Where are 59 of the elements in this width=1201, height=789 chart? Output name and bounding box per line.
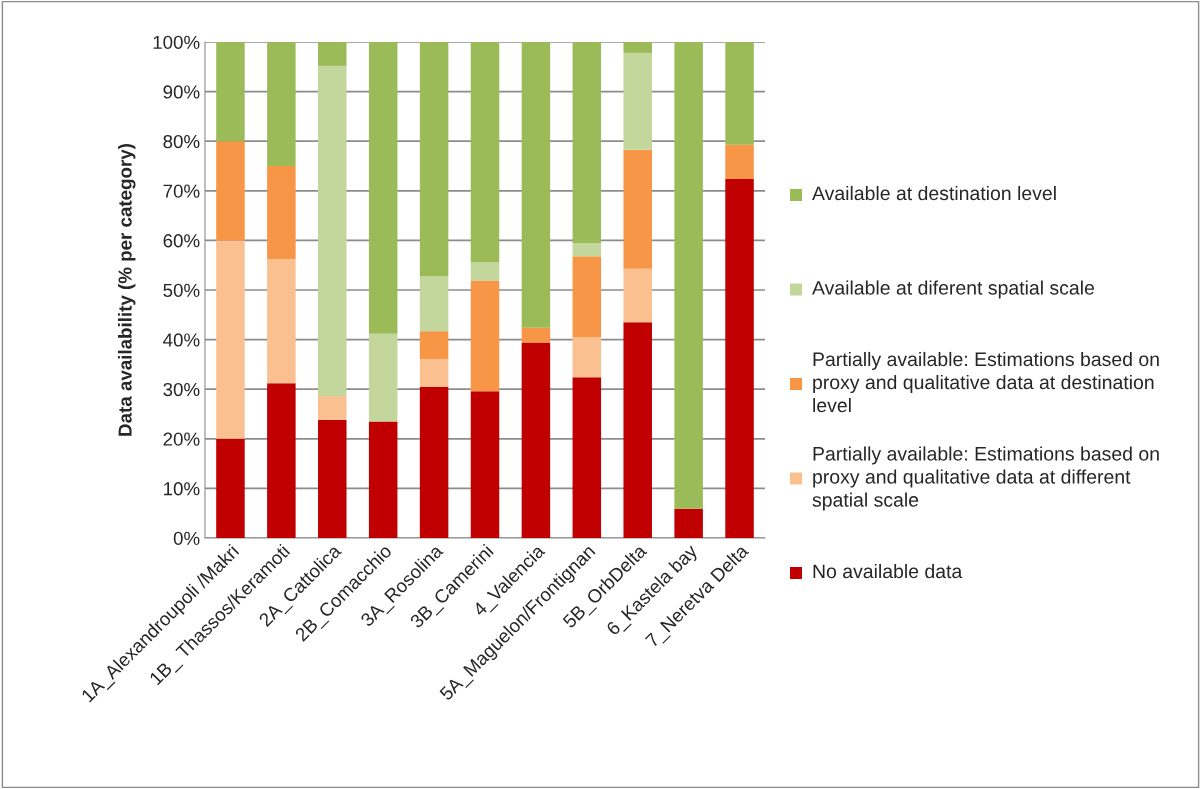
bar xyxy=(521,327,551,343)
bar xyxy=(368,421,398,538)
y-tick-label: 100% xyxy=(153,35,200,49)
bar xyxy=(216,240,245,439)
bar xyxy=(674,508,703,538)
bar xyxy=(725,178,754,538)
bar xyxy=(623,149,652,269)
legend-label: Partially available: Estimations based on proxy and qualitative data at destination level xyxy=(813,351,1159,413)
bar xyxy=(674,42,703,509)
y-tick-label: 10% xyxy=(164,482,200,496)
y-tick-label: 0% xyxy=(173,531,200,545)
bar xyxy=(470,391,500,538)
bar xyxy=(470,262,500,281)
bar xyxy=(572,242,602,257)
y-tick-label: 70% xyxy=(163,184,200,198)
y-tick-label: 50% xyxy=(163,283,200,297)
bar xyxy=(572,42,602,243)
bar xyxy=(267,259,296,384)
bar xyxy=(267,383,296,538)
bar xyxy=(318,396,347,420)
bar xyxy=(521,342,551,538)
bar xyxy=(419,42,449,277)
bar xyxy=(216,438,245,538)
bar xyxy=(419,358,449,387)
bar xyxy=(216,141,245,241)
bar xyxy=(623,268,652,323)
legend-label: No available data xyxy=(813,563,963,579)
y-tick-label: 80% xyxy=(163,134,200,149)
y-axis-title: Data availability (% per category) xyxy=(117,143,136,436)
bar xyxy=(572,337,602,378)
y-tick-label: 20% xyxy=(163,432,200,446)
bar xyxy=(521,42,551,328)
bar xyxy=(623,42,652,53)
bar xyxy=(623,322,652,538)
bar xyxy=(725,144,754,179)
bar xyxy=(419,276,449,332)
y-tick-label: 90% xyxy=(163,85,200,99)
bar xyxy=(572,256,602,338)
bar xyxy=(368,42,398,334)
y-tick-label: 60% xyxy=(163,234,200,248)
bar xyxy=(318,42,347,66)
bar xyxy=(725,42,754,145)
legend-label: Available at destination level xyxy=(812,185,1056,201)
bar xyxy=(368,333,398,422)
bar xyxy=(419,386,449,538)
bar xyxy=(623,52,652,150)
bar xyxy=(318,419,347,538)
bar xyxy=(267,42,296,166)
y-tick-label: 40% xyxy=(163,333,200,347)
bar xyxy=(318,65,347,397)
bar xyxy=(572,377,602,538)
bar xyxy=(419,331,449,359)
bar xyxy=(470,42,500,263)
bar xyxy=(216,42,245,142)
y-tick-label: 30% xyxy=(163,382,200,397)
legend-label: Available at diferent spatial scale xyxy=(812,280,1094,299)
bar xyxy=(267,166,296,260)
legend-label: Partially available: Estimations based on proxy and qualitative data at different spatial scale xyxy=(812,446,1159,511)
bar xyxy=(470,280,500,392)
